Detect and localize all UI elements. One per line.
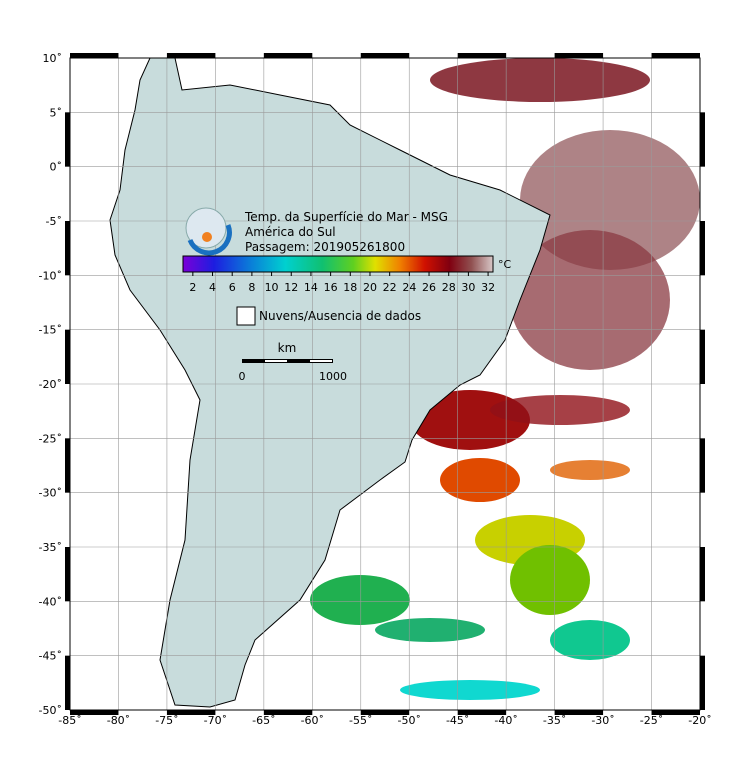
- colorbar-label: 24: [402, 281, 416, 294]
- colorbar-label: 10: [265, 281, 279, 294]
- colorbar-label: 16: [324, 281, 338, 294]
- lon-tick-label: -65˚: [252, 714, 275, 727]
- lat-tick-label: 5˚: [50, 106, 63, 119]
- scale-unit: km: [278, 341, 297, 355]
- frame-segment: [700, 329, 705, 384]
- lon-tick-label: -80˚: [107, 714, 130, 727]
- lon-tick-label: -40˚: [494, 714, 517, 727]
- colorbar-label: 8: [248, 281, 255, 294]
- lon-tick-label: -55˚: [349, 714, 372, 727]
- colorbar-unit: °C: [498, 258, 512, 271]
- frame-segment: [166, 710, 216, 715]
- lon-tick-label: -25˚: [640, 714, 663, 727]
- lat-tick-label: 10˚: [43, 52, 63, 65]
- frame-segment: [263, 53, 313, 58]
- colorbar-label: 18: [343, 281, 357, 294]
- frame-segment: [65, 438, 70, 493]
- lat-tick-label: -25˚: [39, 432, 62, 445]
- frame-segment: [700, 547, 705, 602]
- scale-label: 1000: [319, 370, 347, 383]
- frame-segment: [700, 655, 705, 710]
- frame-segment: [700, 438, 705, 493]
- colorbar-label: 22: [383, 281, 397, 294]
- lat-tick-label: -15˚: [39, 324, 62, 337]
- frame-segment: [700, 112, 705, 167]
- lon-tick-label: -20˚: [688, 714, 711, 727]
- colorbar-label: 28: [442, 281, 456, 294]
- colorbar-label: 32: [481, 281, 495, 294]
- frame-segment: [651, 710, 700, 715]
- colorbar-label: 26: [422, 281, 436, 294]
- frame-segment: [65, 655, 70, 710]
- lat-tick-label: -20˚: [39, 378, 62, 391]
- frame-segment: [70, 53, 119, 58]
- scale-bar: [265, 360, 287, 362]
- frame-segment: [65, 329, 70, 384]
- colorbar-label: 14: [304, 281, 318, 294]
- frame-segment: [360, 710, 410, 715]
- lon-tick-label: -35˚: [543, 714, 566, 727]
- frame-segment: [554, 53, 604, 58]
- frame-segment: [70, 710, 119, 715]
- frame-segment: [65, 221, 70, 276]
- colorbar: [182, 255, 494, 273]
- colorbar-label: 2: [189, 281, 196, 294]
- title-line: América do Sul: [245, 225, 336, 239]
- scale-bar: [310, 360, 332, 362]
- legend-text: Nuvens/Ausencia de dados: [259, 309, 421, 323]
- lat-tick-label: -30˚: [39, 487, 62, 500]
- lon-tick-label: -45˚: [446, 714, 469, 727]
- colorbar-label: 4: [209, 281, 216, 294]
- frame-segment: [700, 221, 705, 276]
- frame-segment: [166, 53, 216, 58]
- frame-segment: [651, 53, 700, 58]
- title-line: Temp. da Superfície do Mar - MSG: [244, 210, 448, 224]
- colorbar-label: 6: [229, 281, 236, 294]
- lat-tick-label: 0˚: [50, 161, 63, 174]
- lat-tick-label: -45˚: [39, 650, 62, 663]
- lat-tick-label: -10˚: [39, 269, 62, 282]
- lon-tick-label: -60˚: [301, 714, 324, 727]
- scale-label: 0: [239, 370, 246, 383]
- lat-tick-label: -35˚: [39, 541, 62, 554]
- logo: [185, 207, 232, 256]
- lat-tick-label: -40˚: [39, 595, 62, 608]
- frame-segment: [457, 710, 507, 715]
- frame-segment: [65, 547, 70, 602]
- frame-segment: [457, 53, 507, 58]
- frame-segment: [263, 710, 313, 715]
- colorbar-label: 12: [284, 281, 298, 294]
- frame-segment: [360, 53, 410, 58]
- frame-segment: [554, 710, 604, 715]
- lat-tick-label: -50˚: [39, 704, 62, 717]
- colorbar-label: 30: [461, 281, 475, 294]
- colorbar-label: 20: [363, 281, 377, 294]
- frame-segment: [65, 112, 70, 167]
- lon-tick-label: -30˚: [591, 714, 614, 727]
- lon-tick-label: -70˚: [204, 714, 227, 727]
- lon-tick-label: -85˚: [58, 714, 81, 727]
- legend-swatch: [236, 306, 256, 326]
- lon-tick-label: -75˚: [155, 714, 178, 727]
- title-line: Passagem: 201905261800: [245, 240, 405, 254]
- lat-tick-label: -5˚: [46, 215, 62, 228]
- lon-tick-label: -50˚: [397, 714, 420, 727]
- scale-bar: [242, 359, 333, 363]
